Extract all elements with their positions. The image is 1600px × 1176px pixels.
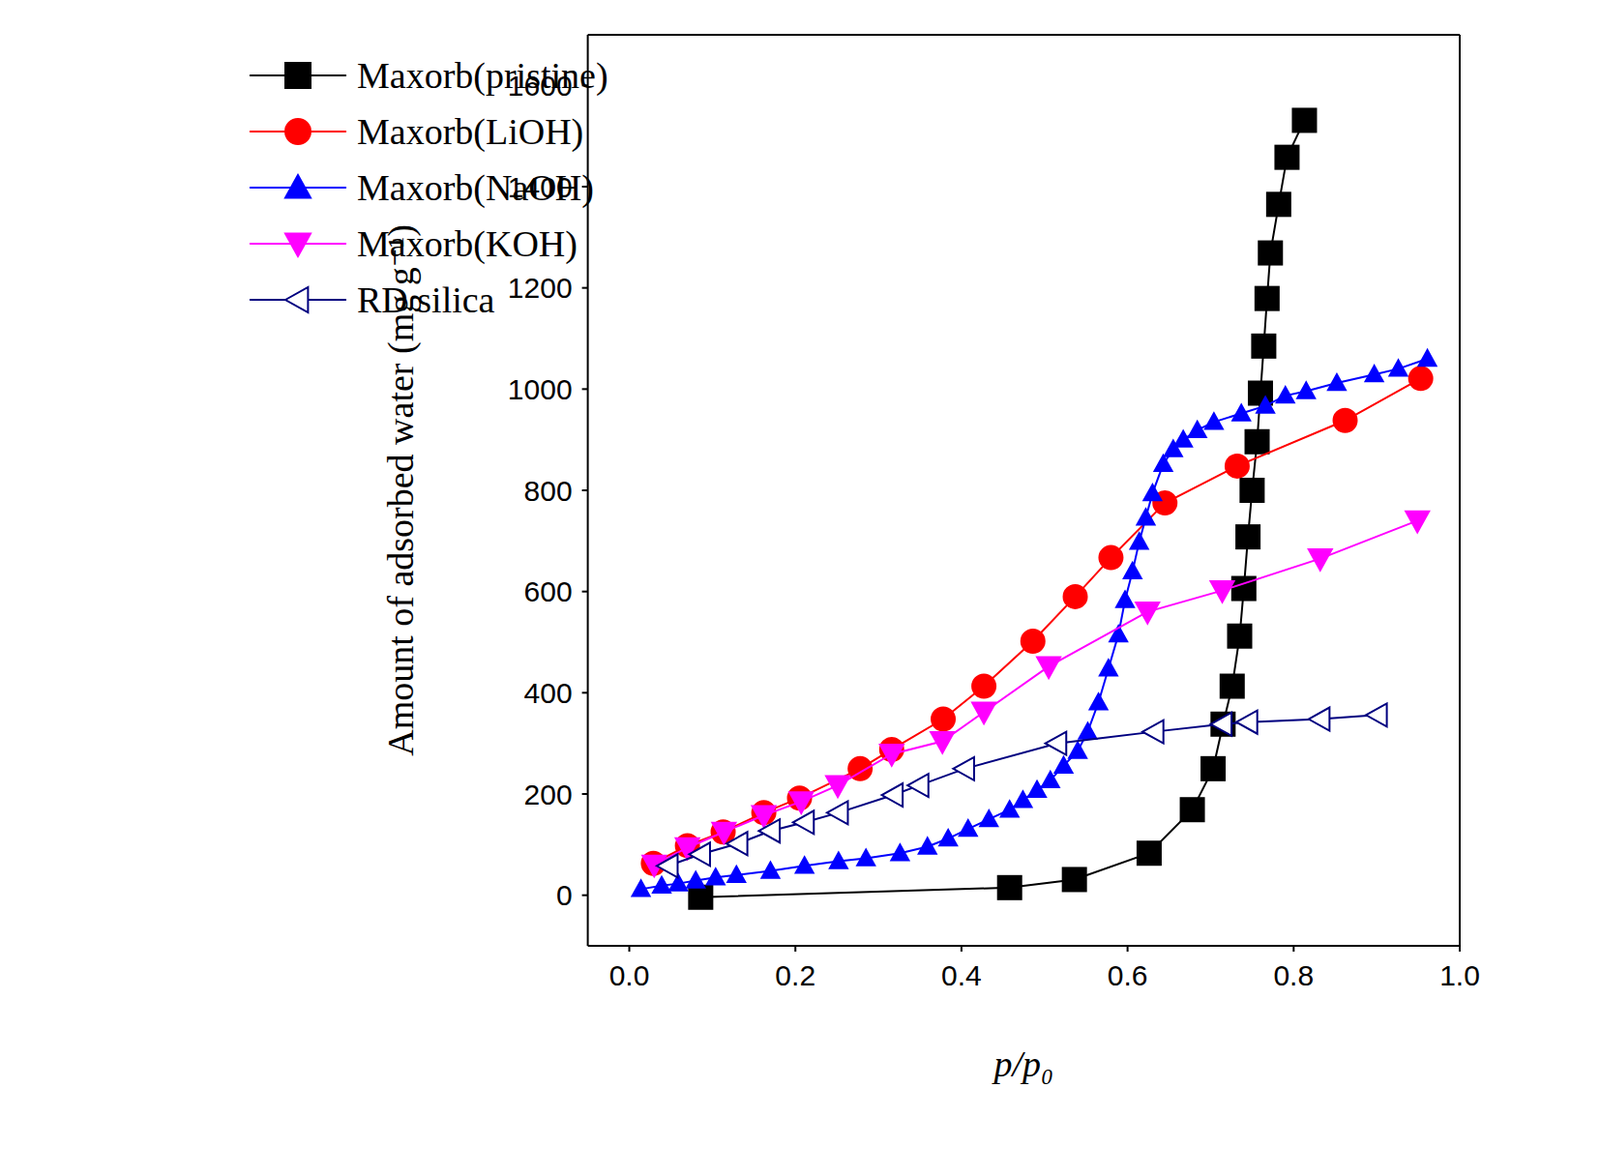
svg-text:200: 200 (524, 778, 573, 811)
svg-text:0.2: 0.2 (774, 959, 816, 992)
svg-text:1.0: 1.0 (1439, 959, 1481, 992)
svg-text:800: 800 (524, 474, 573, 507)
svg-text:0.0: 0.0 (609, 959, 651, 992)
svg-text:p/p₀: p/p₀ (990, 1043, 1054, 1085)
svg-text:600: 600 (524, 575, 573, 608)
svg-text:0.4: 0.4 (941, 959, 982, 992)
svg-text:1600: 1600 (507, 69, 573, 102)
svg-text:0.6: 0.6 (1107, 959, 1149, 992)
svg-text:0: 0 (556, 879, 573, 912)
svg-text:400: 400 (524, 677, 573, 710)
svg-text:Amount of adsorbed water (mg g: Amount of adsorbed water (mg g⁻¹) (380, 224, 422, 757)
svg-text:1000: 1000 (507, 373, 573, 406)
svg-text:0.8: 0.8 (1273, 959, 1314, 992)
svg-text:1400: 1400 (507, 171, 573, 204)
svg-text:1200: 1200 (507, 271, 573, 304)
